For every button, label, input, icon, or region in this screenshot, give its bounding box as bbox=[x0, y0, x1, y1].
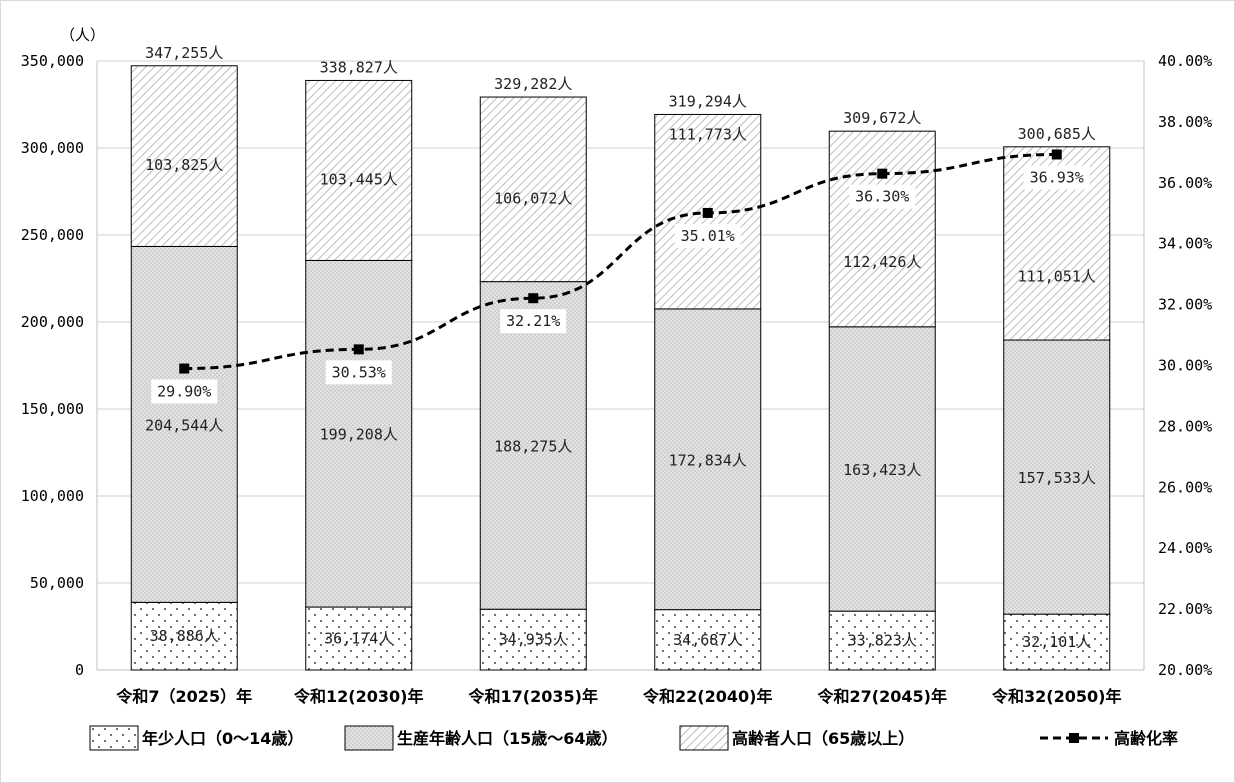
left-tick-label: 150,000 bbox=[21, 400, 84, 418]
y-unit-label: （人） bbox=[60, 26, 105, 44]
aging-rate-marker bbox=[354, 344, 364, 354]
bar-value-label: 103,825人 bbox=[145, 156, 223, 174]
legend-label: 高齢者人口（65歳以上） bbox=[732, 729, 914, 748]
bar-value-label: 34,935人 bbox=[499, 631, 568, 649]
right-tick-label: 22.00% bbox=[1158, 600, 1212, 618]
bar-total-label: 338,827人 bbox=[320, 58, 398, 76]
legend-line-marker bbox=[1069, 733, 1079, 743]
left-tick-label: 200,000 bbox=[21, 313, 84, 331]
bar-value-label: 163,423人 bbox=[843, 461, 921, 479]
aging-rate-marker bbox=[528, 293, 538, 303]
bar-total-label: 319,294人 bbox=[669, 92, 747, 110]
aging-rate-label: 35.01% bbox=[681, 227, 735, 245]
aging-rate-label: 36.93% bbox=[1030, 168, 1084, 186]
category-label: 令和17(2035)年 bbox=[468, 687, 598, 706]
bar-value-label: 34,687人 bbox=[673, 631, 742, 649]
right-tick-label: 20.00% bbox=[1158, 661, 1212, 679]
bar-value-label: 188,275人 bbox=[494, 437, 572, 455]
bar-total-label: 309,672人 bbox=[843, 109, 921, 127]
bar-value-label: 111,773人 bbox=[669, 125, 747, 143]
bar-value-label: 103,445人 bbox=[320, 170, 398, 188]
aging-rate-label: 36.30% bbox=[855, 188, 909, 206]
right-tick-label: 38.00% bbox=[1158, 113, 1212, 131]
left-tick-label: 300,000 bbox=[21, 139, 84, 157]
bar-value-label: 32,101人 bbox=[1022, 633, 1091, 651]
category-label: 令和12(2030)年 bbox=[293, 687, 423, 706]
aging-rate-label: 29.90% bbox=[157, 383, 211, 401]
legend-swatch-grid bbox=[345, 726, 393, 750]
right-tick-label: 24.00% bbox=[1158, 539, 1212, 557]
legend-swatch-diagonal bbox=[680, 726, 728, 750]
left-tick-label: 100,000 bbox=[21, 487, 84, 505]
right-tick-label: 32.00% bbox=[1158, 296, 1212, 314]
bar-value-label: 157,533人 bbox=[1018, 469, 1096, 487]
bar-total-label: 300,685人 bbox=[1018, 125, 1096, 143]
bar-value-label: 112,426人 bbox=[843, 253, 921, 271]
bar-value-label: 111,051人 bbox=[1018, 267, 1096, 285]
bar-value-label: 199,208人 bbox=[320, 426, 398, 444]
right-tick-label: 40.00% bbox=[1158, 52, 1212, 70]
legend-label: 年少人口（0～14歳） bbox=[142, 729, 303, 748]
right-tick-label: 30.00% bbox=[1158, 357, 1212, 375]
bar-value-label: 36,174人 bbox=[324, 630, 393, 648]
bar-value-label: 33,823人 bbox=[848, 632, 917, 650]
right-tick-label: 34.00% bbox=[1158, 235, 1212, 253]
category-label: 令和27(2045)年 bbox=[817, 687, 947, 706]
category-label: 令和22(2040)年 bbox=[642, 687, 772, 706]
left-tick-label: 350,000 bbox=[21, 52, 84, 70]
legend-label: 高齢化率 bbox=[1114, 729, 1178, 748]
aging-rate-marker bbox=[877, 169, 887, 179]
left-tick-label: 250,000 bbox=[21, 226, 84, 244]
right-tick-label: 36.00% bbox=[1158, 174, 1212, 192]
left-tick-label: 0 bbox=[75, 661, 84, 679]
category-label: 令和32(2050)年 bbox=[991, 687, 1121, 706]
bar-value-label: 172,834人 bbox=[669, 451, 747, 469]
aging-rate-marker bbox=[1052, 149, 1062, 159]
legend-swatch-dots bbox=[90, 726, 138, 750]
right-tick-label: 28.00% bbox=[1158, 417, 1212, 435]
bar-total-label: 329,282人 bbox=[494, 75, 572, 93]
aging-rate-marker bbox=[703, 208, 713, 218]
left-tick-label: 50,000 bbox=[30, 574, 84, 592]
bar-value-label: 106,072人 bbox=[494, 190, 572, 208]
category-label: 令和7（2025）年 bbox=[115, 687, 252, 706]
right-tick-label: 26.00% bbox=[1158, 478, 1212, 496]
aging-rate-label: 32.21% bbox=[506, 312, 560, 330]
bar-total-label: 347,255人 bbox=[145, 44, 223, 62]
legend-label: 生産年齢人口（15歳～64歳） bbox=[397, 729, 618, 748]
aging-rate-label: 30.53% bbox=[332, 363, 386, 381]
bar-value-label: 38,886人 bbox=[150, 627, 219, 645]
bar-segment-diagonal bbox=[829, 131, 935, 327]
bar-value-label: 204,544人 bbox=[145, 416, 223, 434]
aging-rate-marker bbox=[179, 364, 189, 374]
